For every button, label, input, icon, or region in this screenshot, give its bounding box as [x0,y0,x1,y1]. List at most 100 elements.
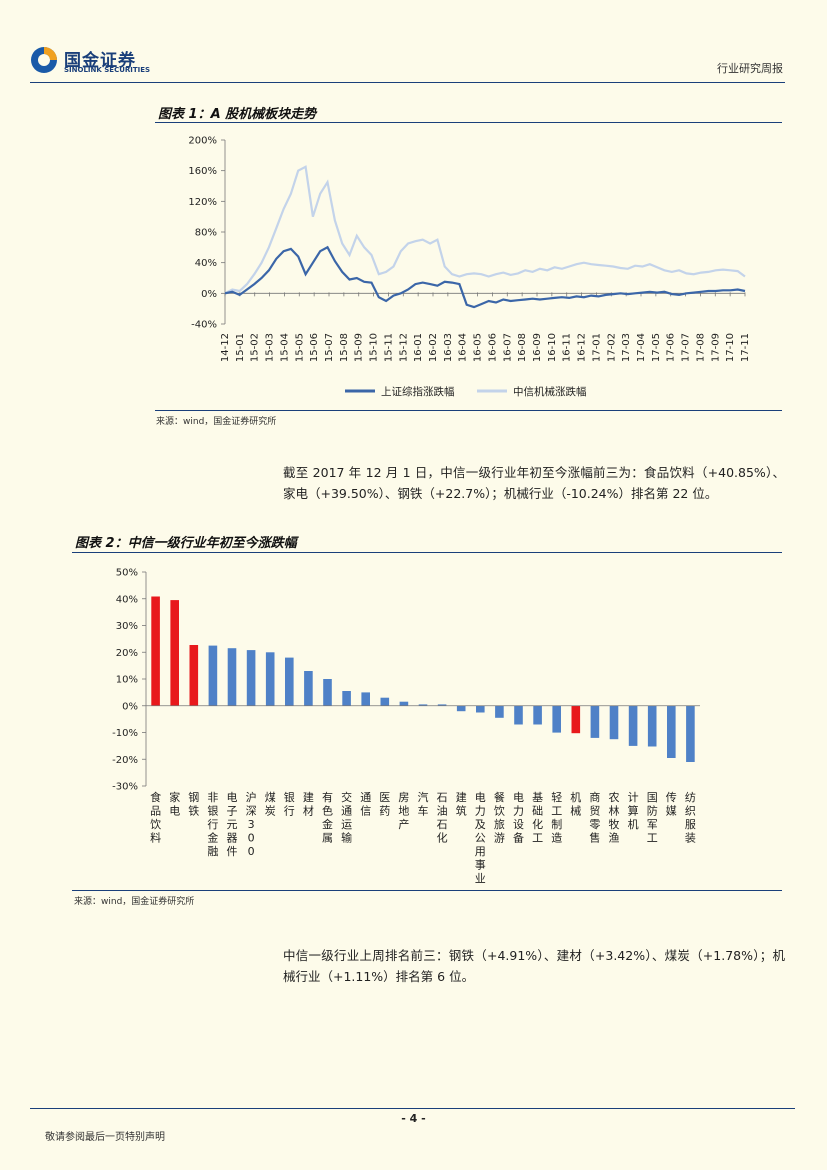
category-label: 国防军工 [647,791,658,845]
figure1-bottom-rule [155,410,782,411]
bar-27 [667,705,676,758]
category-label: 传媒 [666,791,677,818]
x-tick-label: 16-03 [443,333,454,362]
y-tick-label: 20% [116,648,138,659]
y-tick-label: -40% [191,320,217,331]
category-label: 电子元器件 [227,791,238,858]
x-tick-label: 17-02 [606,333,617,362]
category-label: 交通运输 [341,790,352,845]
bar-22 [571,705,581,734]
x-tick-label: 16-06 [487,333,498,362]
category-label: 轻工制造 [551,790,562,845]
logo-text-en: SINOLINK SECURITIES [64,66,151,74]
footer-disclaimer: 敬请参阅最后一页特别声明 [45,1132,165,1143]
x-tick-label: 14-12 [220,333,231,362]
category-label: 纺织服装 [685,790,696,845]
category-label: 商贸零售 [589,790,600,845]
y-tick-label: -10% [112,728,138,739]
bar-2 [189,645,199,706]
bar-20 [533,705,542,725]
report-type: 行业研究周报 [717,62,783,75]
x-tick-label: 16-05 [473,333,484,362]
category-label: 食品饮料 [150,790,161,845]
x-tick-label: 16-08 [517,333,528,362]
bar-7 [285,657,294,706]
bar-6 [265,652,275,706]
x-tick-label: 16-12 [577,333,588,362]
x-tick-label: 16-01 [413,333,424,362]
y-tick-label: 200% [188,136,217,147]
x-tick-label: 15-10 [369,333,380,362]
y-tick-label: 120% [188,197,217,208]
figure2-title: 图表 2：中信一级行业年初至今涨跌幅 [75,536,297,551]
logo-mark-icon [31,47,57,73]
figure1-title: 图表 1：A 股机械板块走势 [158,107,317,122]
x-tick-label: 15-02 [250,333,261,362]
category-label: 银行 [284,790,295,818]
x-tick-label: 15-06 [309,333,320,362]
category-label: 有色金属 [322,790,333,845]
x-tick-label: 17-01 [591,333,602,362]
category-label: 家电 [169,790,180,818]
category-label: 钢铁 [188,791,199,818]
bar-25 [628,705,638,746]
figure1-title-rule [155,122,782,123]
figure2-source: 来源：wind，国金证券研究所 [74,897,195,907]
legend-index-label: 上证综指涨跌幅 [381,385,455,398]
page-number: - 4 - [401,1112,426,1125]
category-label: 电力及公用事业 [475,791,486,885]
y-tick-label: -20% [112,755,138,766]
legend-machinery-label: 中信机械涨跌幅 [513,385,587,398]
bar-19 [514,705,523,725]
bar-23 [590,705,600,738]
bar-4 [227,648,237,706]
figure1-legend: 上证综指涨跌幅 中信机械涨跌幅 [345,385,587,398]
bar-18 [495,705,504,718]
category-label: 通信 [360,791,371,818]
x-tick-label: 15-11 [383,333,394,362]
x-tick-label: 17-03 [621,333,632,362]
bar-26 [647,705,657,747]
x-tick-label: 17-07 [681,333,692,362]
x-tick-label: 17-10 [725,333,736,362]
category-label: 农林牧渔 [609,790,620,845]
bar-21 [552,705,561,733]
bar-12 [380,697,390,706]
x-tick-label: 15-01 [235,333,246,362]
x-tick-label: 15-08 [339,333,350,362]
category-label: 非银行金融 [207,791,218,858]
category-label: 煤炭 [265,791,276,818]
x-tick-label: 15-12 [398,333,409,362]
category-label: 电力设备 [513,791,524,845]
series-index-line [224,245,746,309]
figure2-title-rule [72,552,782,553]
category-label: 石油石化 [437,791,448,845]
bar-1 [170,600,179,706]
x-tick-label: 17-11 [740,333,751,362]
bar-10 [342,691,351,706]
figure2-bar-chart: 50% 40% 30% 20% 10% 0% -10% -20% -30% 食品饮料家电钢铁非银… [112,568,700,885]
x-tick-label: 16-07 [502,333,513,362]
bar-9 [323,679,332,706]
x-tick-label: 16-10 [547,333,558,362]
category-label: 机械 [570,790,581,818]
y-tick-label: 80% [195,228,217,239]
x-tick-label: 16-09 [532,333,543,362]
bar-3 [208,645,218,706]
bar-14 [418,704,428,706]
y-tick-label: 40% [116,594,138,605]
x-tick-label: 16-04 [458,333,469,362]
logo-text-cn: 国金证券 [64,51,136,71]
category-label: 计算机 [628,791,639,831]
y-tick-label: 40% [195,258,217,269]
x-tick-label: 17-06 [666,333,677,362]
x-tick-label: 15-07 [324,333,335,362]
paragraph-1: 截至 2017 年 12 月 1 日，中信一级行业年初至今涨幅前三为：食品饮料（… [283,465,785,501]
bar-16 [456,705,466,712]
category-label: 医药 [379,791,390,818]
y-tick-label: 160% [188,166,217,177]
bar-15 [437,704,447,706]
bar-17 [476,705,485,713]
figure1-source: 来源：wind，国金证券研究所 [156,417,277,427]
paragraph-2: 中信一级行业上周排名前三：钢铁（+4.91%）、建材（+3.42%）、煤炭（+1… [283,948,785,984]
